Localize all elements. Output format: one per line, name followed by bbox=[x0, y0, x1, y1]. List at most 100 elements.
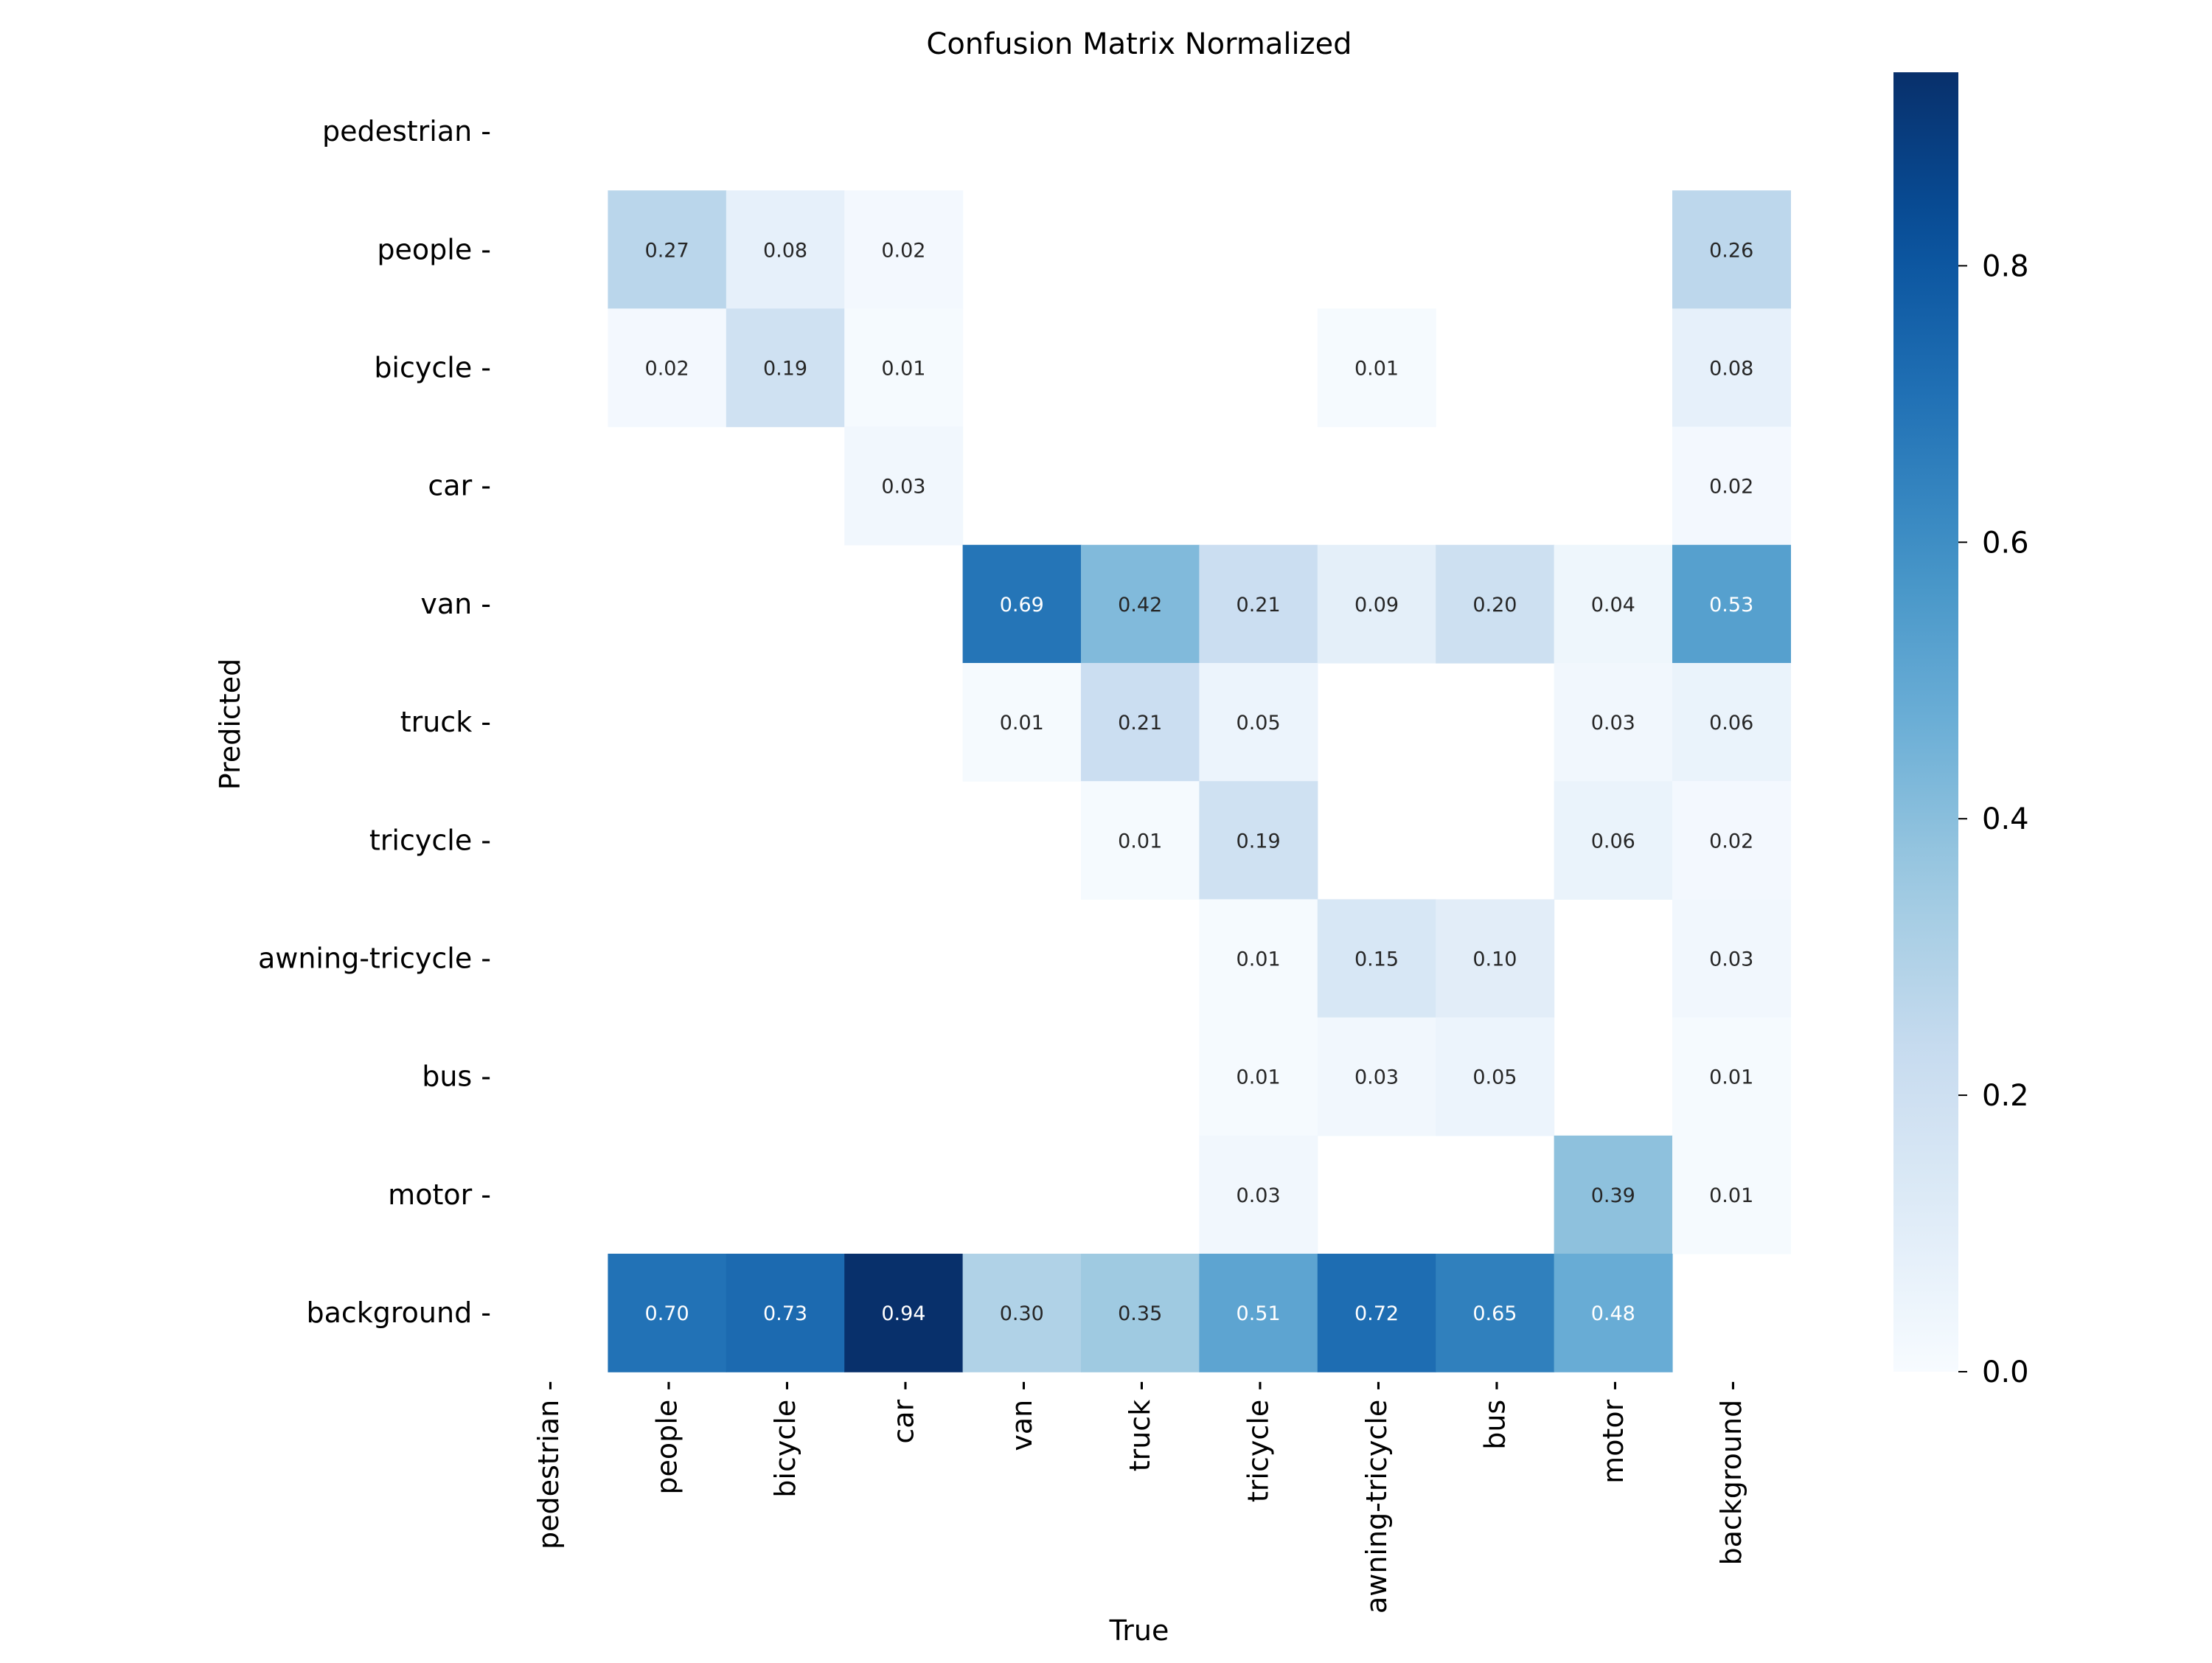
heatmap-cell bbox=[1554, 663, 1673, 782]
heatmap-cell bbox=[1672, 663, 1791, 782]
heatmap-cell-label: 0.10 bbox=[1472, 948, 1517, 971]
heatmap-cell bbox=[844, 1254, 964, 1372]
colorbar-tick-label: 0.4 bbox=[1982, 802, 2029, 836]
x-tick-label: awning-tricycle - bbox=[1360, 1381, 1393, 1614]
heatmap-cell bbox=[962, 663, 1082, 782]
heatmap-cell-label: 0.73 bbox=[763, 1302, 807, 1325]
heatmap-cell-label: 0.51 bbox=[1237, 1302, 1281, 1325]
heatmap-cell bbox=[1672, 1017, 1791, 1136]
colorbar-tick-label: 0.8 bbox=[1982, 249, 2029, 283]
heatmap-cell-label: 0.48 bbox=[1591, 1302, 1635, 1325]
heatmap-cell-label: 0.02 bbox=[1709, 476, 1753, 499]
y-tick-label: pedestrian - bbox=[322, 115, 491, 147]
x-tick-label: tricycle - bbox=[1242, 1381, 1275, 1502]
x-tick-label: people - bbox=[651, 1381, 684, 1495]
heatmap-cell-label: 0.09 bbox=[1354, 594, 1399, 617]
heatmap-cell-label: 0.05 bbox=[1237, 712, 1281, 735]
heatmap-cell bbox=[1199, 544, 1318, 664]
heatmap-cell-label: 0.03 bbox=[881, 476, 925, 499]
heatmap-cell-label: 0.01 bbox=[881, 358, 925, 381]
heatmap-cell bbox=[1436, 1254, 1555, 1372]
colorbar-tick-label: 0.2 bbox=[1982, 1079, 2029, 1113]
heatmap-cell bbox=[1081, 663, 1200, 782]
x-axis-ticks: pedestrian - people - bicycle - car - van - t… bbox=[532, 1381, 1747, 1614]
colorbar-tick-label: 0.6 bbox=[1982, 526, 2029, 560]
heatmap-cell bbox=[1554, 544, 1673, 664]
heatmap-cell-labels: 0.27 0.08 0.02 0.26 0.02 0.19 0.01 0.01 0.08 0.03… bbox=[645, 239, 1754, 1325]
heatmap-cell bbox=[1317, 1017, 1436, 1136]
heatmap-cell-label: 0.01 bbox=[1354, 358, 1399, 381]
heatmap-cell-label: 0.19 bbox=[763, 358, 807, 381]
heatmap-cell-label: 0.08 bbox=[1709, 358, 1753, 381]
heatmap-cell bbox=[1317, 1254, 1436, 1372]
heatmap-cell-label: 0.35 bbox=[1118, 1302, 1162, 1325]
heatmap-cell-label: 0.70 bbox=[645, 1302, 689, 1325]
heatmap-cell bbox=[726, 190, 845, 309]
y-tick-label: car - bbox=[428, 470, 491, 502]
heatmap-cell bbox=[1317, 899, 1436, 1018]
y-tick-label: van - bbox=[420, 588, 491, 620]
heatmap-cell-label: 0.21 bbox=[1237, 594, 1281, 617]
heatmap-cell bbox=[1199, 1017, 1318, 1136]
heatmap-cell-label: 0.01 bbox=[1709, 1184, 1753, 1207]
heatmap-cell bbox=[844, 190, 964, 309]
heatmap-cell-label: 0.39 bbox=[1591, 1184, 1635, 1207]
y-tick-label: tricycle - bbox=[369, 824, 491, 856]
heatmap-cell bbox=[962, 544, 1082, 664]
x-tick-label: truck - bbox=[1124, 1381, 1156, 1471]
colorbar-tick-label: 0.0 bbox=[1982, 1355, 2029, 1389]
heatmap-cell bbox=[1081, 1254, 1200, 1372]
heatmap-cell-label: 0.08 bbox=[763, 239, 807, 262]
heatmap-cell bbox=[1199, 663, 1318, 782]
heatmap-cell-label: 0.69 bbox=[1000, 594, 1044, 617]
heatmap-cell-label: 0.30 bbox=[1000, 1302, 1044, 1325]
heatmap-cell-label: 0.15 bbox=[1354, 948, 1399, 971]
colorbar bbox=[1893, 72, 1958, 1372]
heatmap-cell bbox=[1672, 544, 1791, 664]
heatmap-cell-label: 0.05 bbox=[1472, 1066, 1517, 1089]
heatmap-cell-label: 0.19 bbox=[1237, 830, 1281, 853]
heatmap-cell bbox=[1436, 1017, 1555, 1136]
colorbar-ticks: 0.0 0.2 0.4 0.6 0.8 bbox=[1958, 249, 2029, 1389]
heatmap-cell-label: 0.27 bbox=[645, 239, 689, 262]
heatmap-cell bbox=[1317, 308, 1436, 428]
x-tick-label: bicycle - bbox=[769, 1381, 801, 1498]
heatmap-cell bbox=[1554, 781, 1673, 900]
heatmap-cell bbox=[726, 1254, 845, 1372]
y-axis-label: Predicted bbox=[214, 659, 246, 790]
heatmap-cell-label: 0.04 bbox=[1591, 594, 1635, 617]
heatmap-cell bbox=[726, 308, 845, 428]
heatmap-cell-label: 0.01 bbox=[1709, 1066, 1753, 1089]
heatmap-cell bbox=[844, 308, 964, 428]
heatmap-cell bbox=[1436, 899, 1555, 1018]
heatmap-cell-label: 0.65 bbox=[1472, 1302, 1517, 1325]
heatmap-cell bbox=[1199, 781, 1318, 900]
y-axis-ticks: pedestrian - people - bicycle - car - van - t… bbox=[258, 115, 491, 1329]
x-tick-label: background - bbox=[1715, 1381, 1747, 1566]
heatmap-cell bbox=[1672, 1135, 1791, 1254]
heatmap-cell bbox=[608, 308, 727, 428]
y-tick-label: motor - bbox=[388, 1178, 491, 1211]
heatmap-cell bbox=[1672, 190, 1791, 309]
heatmap-cell bbox=[608, 1254, 727, 1372]
heatmap-cell bbox=[1081, 781, 1200, 900]
heatmap-cell-label: 0.26 bbox=[1709, 239, 1753, 262]
x-tick-label: bus - bbox=[1478, 1381, 1511, 1450]
y-tick-label: bus - bbox=[422, 1060, 491, 1093]
x-axis-label: True bbox=[1109, 1614, 1169, 1647]
heatmap-cells bbox=[608, 190, 1791, 1372]
x-tick-label: motor - bbox=[1597, 1381, 1630, 1484]
heatmap-cell-label: 0.94 bbox=[881, 1302, 925, 1325]
heatmap-cell bbox=[608, 190, 727, 309]
y-tick-label: awning-tricycle - bbox=[258, 942, 491, 975]
heatmap-cell-label: 0.03 bbox=[1591, 712, 1635, 735]
x-tick-label: van - bbox=[1006, 1381, 1038, 1451]
heatmap-cell-label: 0.20 bbox=[1472, 594, 1517, 617]
heatmap-cell bbox=[1554, 1135, 1673, 1254]
heatmap-cell-label: 0.01 bbox=[1000, 712, 1044, 735]
y-tick-label: bicycle - bbox=[374, 352, 491, 384]
heatmap-cell bbox=[1672, 899, 1791, 1018]
heatmap-cell bbox=[1672, 781, 1791, 900]
heatmap-cell-label: 0.01 bbox=[1237, 1066, 1281, 1089]
